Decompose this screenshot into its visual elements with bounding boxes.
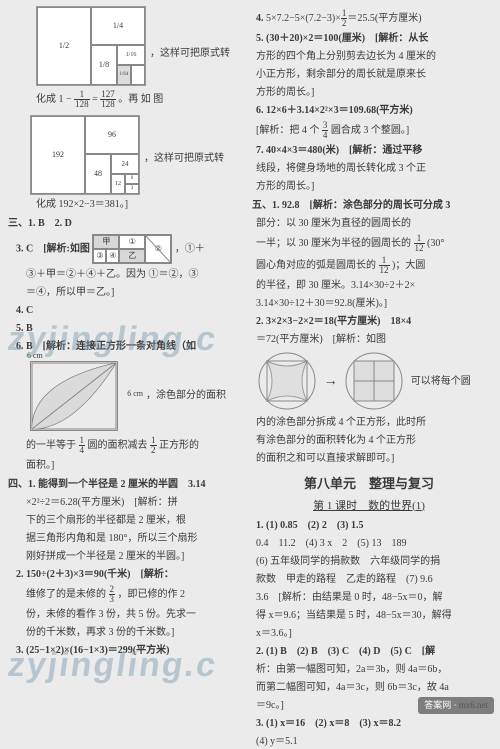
halving-diagram: 192 96 48 24 12 6 3 bbox=[30, 115, 140, 195]
q3c-l2: ③＋甲＝②＋④＋乙。因为 ①＝②，③ bbox=[26, 267, 242, 282]
r1: 1. (1) 0.85 (2) 2 (3) 1.5 bbox=[256, 518, 486, 533]
s5-q2-l2: ＝72(平方厘米) [解析：如图 bbox=[256, 332, 486, 347]
section-3: 三、1. B 2. D bbox=[8, 216, 242, 231]
section-4: 四、1. 能得到一个半径是 2 厘米的半圆 3.14 bbox=[8, 477, 242, 492]
jfx-diagram: 甲 ① ② ③ ④ 乙 bbox=[92, 234, 172, 264]
watermark-1: zyjingling.c bbox=[4, 314, 220, 365]
r1-l7: x＝3.6。] bbox=[256, 626, 486, 641]
formula-1: 化成 1 − 1128 = 127128 。再 如 图 bbox=[36, 90, 242, 109]
cell-1-8: 1/8 bbox=[91, 45, 117, 85]
s5-l6: 3.14×30÷12＋30＝92.8(厘米)。] bbox=[256, 296, 486, 311]
footer-credit: 答案网 · mx6.net bbox=[418, 697, 494, 715]
r-q7: 7. 40×4×3＝480(米) [解析：通过平移 bbox=[256, 143, 486, 158]
watermark-2: zyjingling.c bbox=[4, 640, 220, 691]
r-q5: 5. (30＋20)×2＝100(厘米) [解析：从长 bbox=[256, 31, 486, 46]
cell-1-64: 1/64 bbox=[117, 65, 131, 85]
r3-l2: (4) y＝5.1 bbox=[256, 734, 486, 749]
arrow-icon: → bbox=[324, 371, 338, 392]
r2: 2. (1) B (2) B (3) C (4) D (5) C [解 bbox=[256, 644, 486, 659]
s5-q2-l4: 有涂色部分的面积转化为 4 个正方形 bbox=[256, 433, 486, 448]
cell-1-16: 1/16 bbox=[117, 45, 145, 65]
q6-l3: 面积。] bbox=[26, 458, 242, 473]
s4-l5: 刚好拼成一个半径是 2 厘米的半圆。] bbox=[26, 549, 242, 564]
d2-result: 化成 192×2−3＝381。] bbox=[36, 197, 242, 212]
r2-l3: 而第二幅图可知，4a＝3c，则 6b＝3c，故 4a bbox=[256, 680, 486, 695]
r-q7-l3: 方形的周长。] bbox=[256, 179, 486, 194]
cell-1-2: 1/2 bbox=[37, 7, 91, 85]
s4-q2-l2: 维修了的是未修的 23 ，即已修的作 2 bbox=[26, 585, 242, 604]
s5-l2: 部分：以 30 厘米为直径的圆周长的 bbox=[256, 216, 486, 231]
r1-l5: 3.6 [解析：由结果是 0 时，48−5x＝0，解 bbox=[256, 590, 486, 605]
r3: 3. (1) x＝16 (2) x＝8 (3) x＝8.2 bbox=[256, 716, 486, 731]
q3c-l3: ＝④，所以甲＝乙。] bbox=[26, 285, 242, 300]
r1-l6: 得 x＝9.6；当结果是 5 时，48−5x＝30，解得 bbox=[256, 608, 486, 623]
s5-q2: 2. 3×2×3−2×2＝18(平方厘米) 18×4 bbox=[256, 314, 486, 329]
r2-l2: 析：由第一幅图可知，2a＝3b，则 4a＝6b， bbox=[256, 662, 486, 677]
r-q5-l3: 小正方形，剩余部分的周长就是原来长 bbox=[256, 67, 486, 82]
r1-l3: (6) 五年级同学的捐款数 六年级同学的捐 bbox=[256, 554, 486, 569]
r1-l2: 0.4 11.2 (4) 3 x 2 (5) 13 189 bbox=[256, 536, 486, 551]
cell-1-4: 1/4 bbox=[91, 7, 145, 45]
s5-l3: 一半；以 30 厘米为半径的圆周长的 112 (30° bbox=[256, 234, 486, 253]
s5-q2-l5: 的面积之和可以直接求解即可。] bbox=[256, 451, 486, 466]
r-q5-l4: 方形的周长。] bbox=[256, 85, 486, 100]
r-q6: 6. 12×6＋3.14×2²×3＝109.68(平方米) bbox=[256, 103, 486, 118]
section-5: 五、1. 92.8 [解析：涂色部分的周长可分成 3 bbox=[252, 198, 486, 213]
r1-l4: 款数 甲走的路程 乙走的路程 (7) 9.6 bbox=[256, 572, 486, 587]
q3c-row: 3. C [解析:如图 甲 ① ② ③ ④ 乙 ，①＋ bbox=[16, 234, 242, 264]
q6-tail: ，涂色部分的面积 bbox=[146, 388, 226, 403]
d1-note: ，这样可把原式转 bbox=[150, 46, 230, 61]
s4-l4: 据三角形内角和是 180°，所以三个扇形 bbox=[26, 531, 242, 546]
r-q7-l2: 线段，将健身场地的周长转化成 3 个正 bbox=[256, 161, 486, 176]
s4-q2: 2. 150÷(2＋3)×3＝90(千米) [解析： bbox=[16, 567, 242, 582]
r-q5-l2: 方形的四个角上分别剪去边长为 4 厘米的 bbox=[256, 49, 486, 64]
s5-q2-l3: 内的涂色部分拆成 4 个正方形，此时所 bbox=[256, 415, 486, 430]
s4-q2-l4: 份的千米数，再求 3 份的千米数。] bbox=[26, 625, 242, 640]
fraction-square-diagram: 1/2 1/4 1/8 1/16 1/64 bbox=[36, 6, 146, 86]
s5-l5: 的半径，即 30 厘米。3.14×30÷2＋2× bbox=[256, 278, 486, 293]
d2-note: ，这样可把原式转 bbox=[144, 151, 224, 166]
leaf-diagram: 6 cm 6 cm bbox=[30, 361, 118, 431]
s4-l3: 下的三个扇形的半径都是 2 厘米，根 bbox=[26, 513, 242, 528]
unit-title: 第八单元 整理与复习 bbox=[252, 474, 486, 494]
q6-l2: 的一半等于 14 圆的面积减去 12 正方形的 bbox=[26, 436, 242, 455]
s5-l4: 圆心角对应的弧是圆周长的 112 )；大圆 bbox=[256, 256, 486, 275]
lesson-title: 第 1 课时 数的世界(1) bbox=[252, 498, 486, 515]
r-q6-l2: [解析：把 4 个 34 圆合成 3 个整圆。] bbox=[256, 121, 486, 140]
s4-q2-l3: 份，未修的看作 3 份，共 5 份。先求一 bbox=[26, 607, 242, 622]
s4-l2: ×2²÷2＝6.28(平方厘米) [解析：拼 bbox=[26, 495, 242, 510]
r-q4: 4. 5×7.2−5×(7.2−3)×12＝25.5(平方厘米) bbox=[256, 9, 486, 28]
circle-square-diagram: → 可以将每个圆 bbox=[252, 351, 486, 411]
